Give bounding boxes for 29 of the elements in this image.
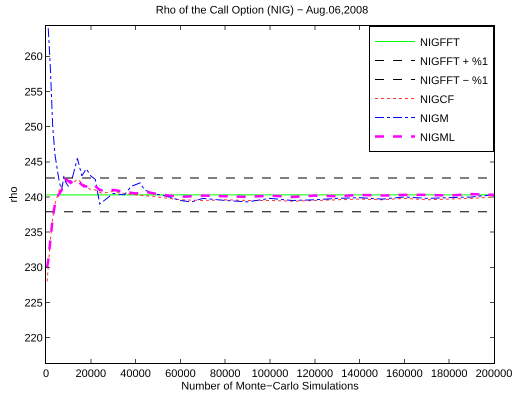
legend-label: NIGCF	[420, 94, 454, 106]
y-tick-label: 225	[24, 297, 43, 310]
x-tick-label: 200000	[476, 368, 512, 380]
x-tick-label: 100000	[252, 368, 288, 380]
y-axis-title: rho	[8, 186, 20, 202]
y-tick-label: 255	[24, 86, 43, 98]
x-tick-label: 120000	[296, 368, 334, 380]
legend-label: NIGML	[420, 132, 455, 144]
legend-label: NIGFFT + %1	[420, 56, 488, 68]
y-tick-label: 235	[24, 226, 43, 239]
x-tick-label: 180000	[430, 368, 468, 380]
chart-title: Rho of the Call Option (NIG) − Aug.06,2008	[156, 4, 368, 17]
legend-label: NIGFFT	[420, 36, 460, 49]
x-tick-label: 0	[42, 368, 50, 380]
x-tick-label: 80000	[210, 368, 240, 380]
x-axis-title: Number of Monte−Carlo Simulations	[181, 380, 360, 392]
y-tick-label: 220	[24, 332, 43, 345]
y-tick-label: 260	[24, 51, 43, 64]
legend-label: NIGFFT − %1	[420, 74, 488, 87]
y-tick-label: 240	[24, 192, 43, 204]
y-tick-label: 250	[24, 121, 43, 134]
x-tick-label: 60000	[165, 368, 196, 380]
legend-label: NIGM	[420, 112, 449, 125]
x-tick-label: 20000	[76, 368, 106, 380]
x-tick-label: 140000	[341, 368, 378, 380]
x-tick-label: 40000	[120, 368, 151, 380]
y-tick-label: 230	[24, 262, 43, 274]
x-tick-label: 160000	[386, 368, 423, 380]
y-tick-label: 245	[24, 156, 43, 169]
